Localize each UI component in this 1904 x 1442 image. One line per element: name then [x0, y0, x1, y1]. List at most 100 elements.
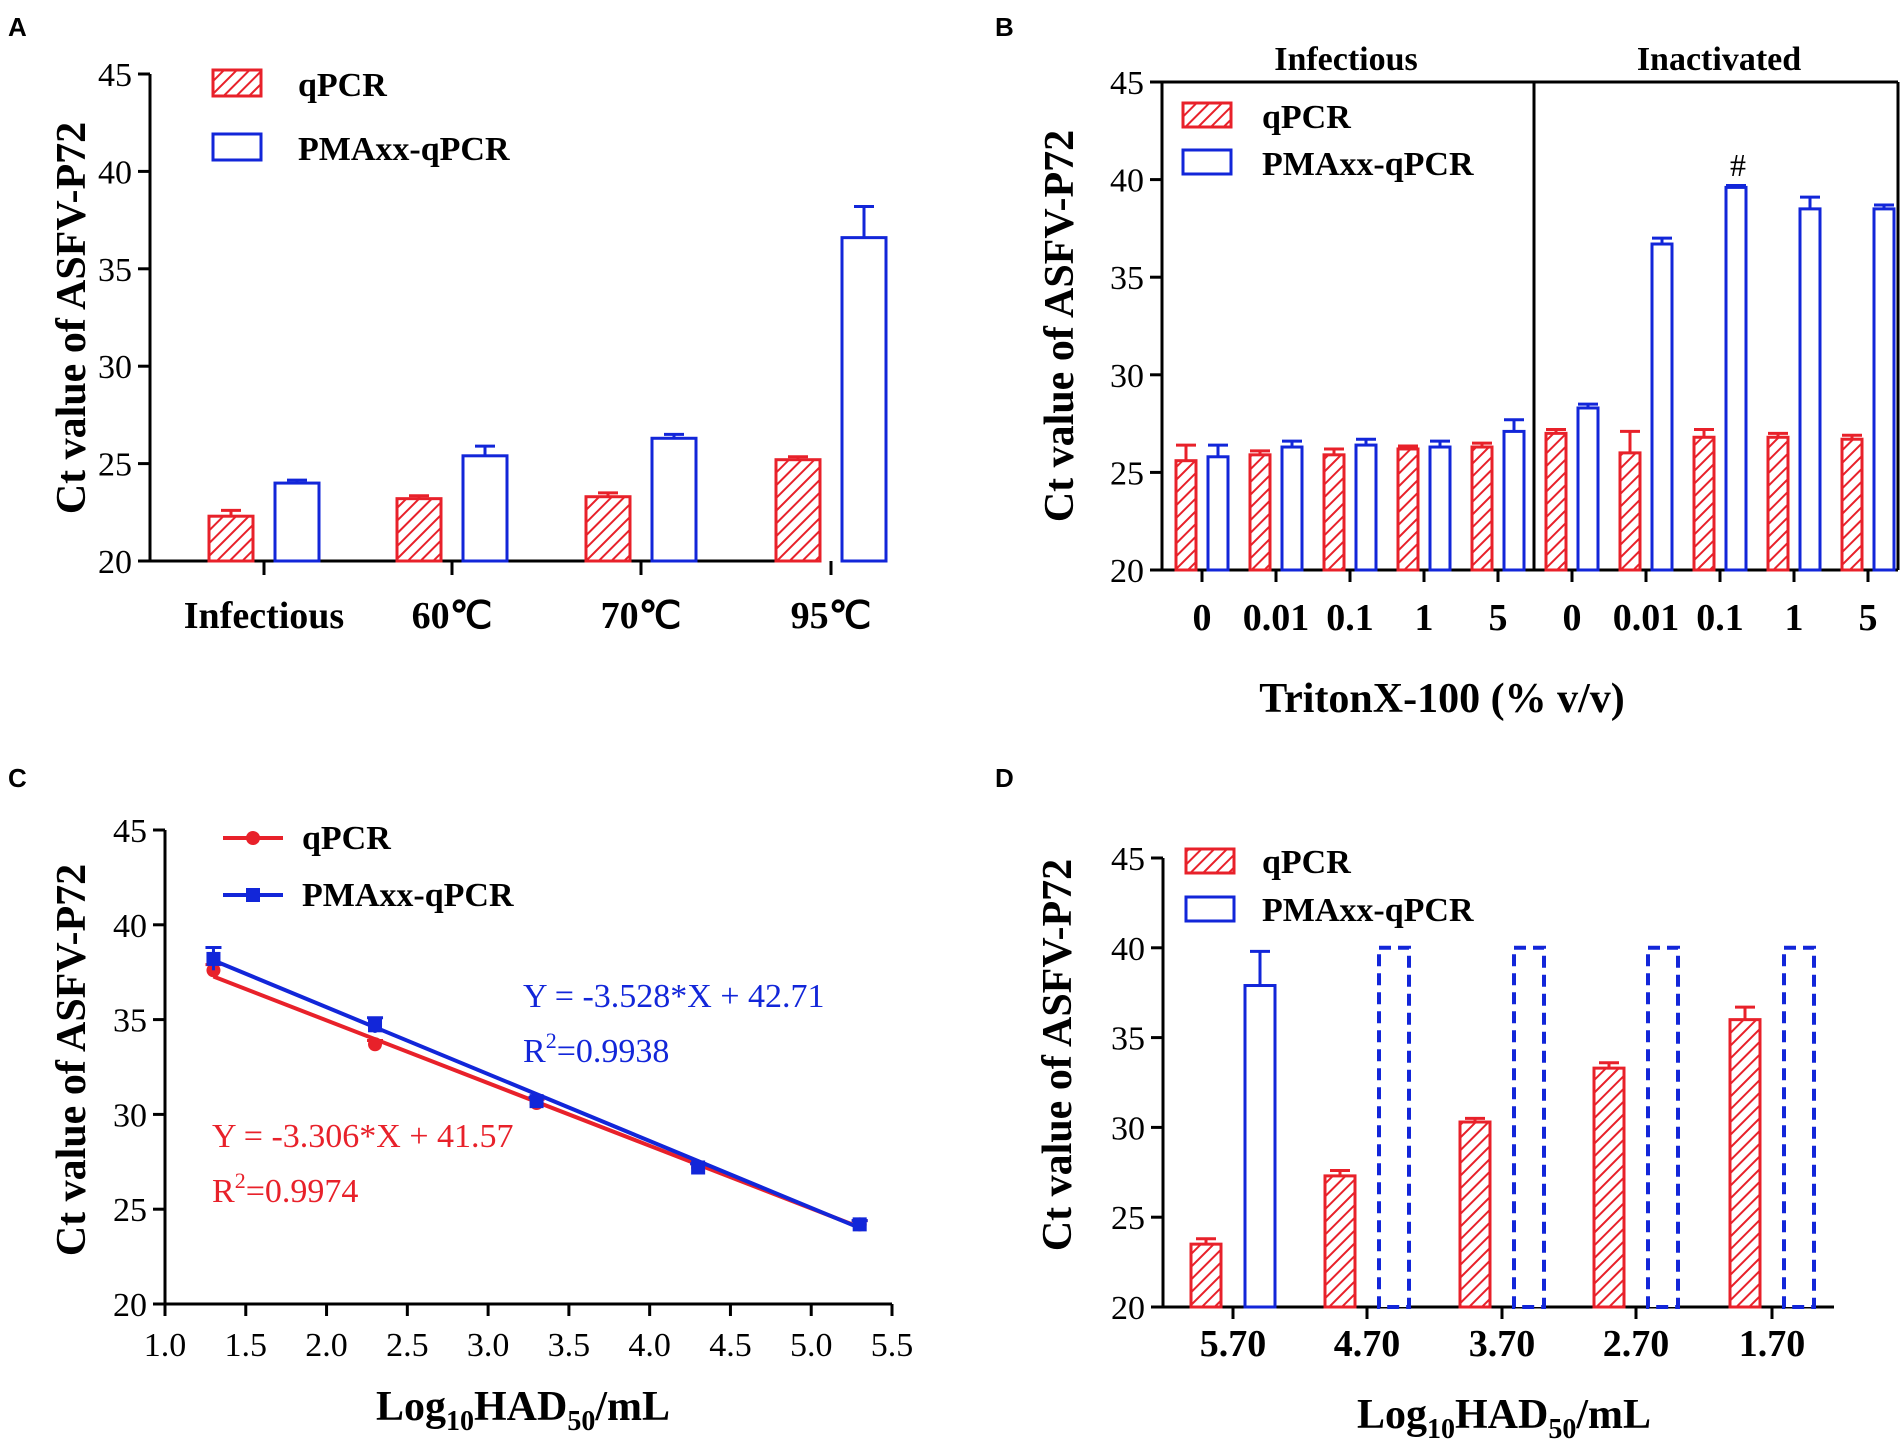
panel-a-ytick-label-25: 25: [98, 447, 132, 484]
panel-b-legend: qPCR PMAxx-qPCR: [1181, 99, 1474, 183]
panel-d-bar-qpcr-0: [1189, 1242, 1223, 1309]
panel-d-xcats: 5.70 4.70 3.70 2.70 1.70: [1200, 1323, 1806, 1365]
panel-c-xlabel: Log10HAD50/mL: [376, 1384, 670, 1437]
panel-b-bar-pmaxx-4: [1502, 429, 1526, 572]
panel-d-bar-qpcr-3: [1592, 1066, 1626, 1309]
panel-a-xcat-3: 95℃: [791, 595, 872, 637]
panel-c-legend-pmaxx: PMAxx-qPCR: [302, 877, 514, 914]
panel-a-ytick-label-45: 45: [98, 57, 132, 94]
panel-b-xcat-2: 0.1: [1326, 597, 1374, 639]
panel-a-legend-qpcr: qPCR: [298, 67, 387, 104]
panel-a-legend-qpcr-swatch: [211, 68, 263, 98]
panel-d-bar-pmaxx-0: [1243, 984, 1277, 1309]
panel-a-bar-qpcr-2: [584, 495, 632, 563]
panel-c-legend-qpcr: qPCR: [302, 820, 391, 857]
panel-a-bars: [207, 204, 888, 563]
panel-d-bar-pmaxx-4: [1782, 945, 1816, 1309]
panel-d-bar-qpcr-2: [1458, 1120, 1492, 1309]
panel-c-point-pmaxx-4: [852, 1217, 867, 1232]
panel-b-chart: Ct value of ASFV-P72 TritonX-100 (% v/v)…: [1037, 41, 1900, 722]
panel-c-xtick-label-5: 3.5: [548, 1327, 591, 1364]
panel-c-xtick-label-6: 4.0: [628, 1327, 671, 1364]
panel-c-ytick-label-20: 20: [113, 1287, 147, 1324]
panel-d-bar-pmaxx-1: [1377, 945, 1411, 1309]
panel-c-xtick-label-3: 2.5: [386, 1327, 429, 1364]
panel-c-ytick-label-30: 30: [113, 1097, 147, 1134]
panel-c-qpcr-equation: Y = -3.306*X + 41.57: [212, 1118, 514, 1155]
panel-c-plot: [205, 946, 868, 1232]
panel-b-bar-pmaxx-2: [1354, 443, 1378, 572]
panel-b-bar-pmaxx-9: [1872, 207, 1896, 572]
panel-b-legend-qpcr-swatch: [1181, 101, 1233, 129]
panel-b-bar-qpcr-8: [1766, 435, 1790, 572]
panel-a-ytick-label-20: 20: [98, 544, 132, 581]
panel-b-legend-pmaxx-swatch: [1181, 148, 1233, 176]
panel-c-qpcr-r2: R2=0.9974: [212, 1168, 358, 1210]
panel-b-ytick-label-25: 25: [1110, 455, 1144, 492]
panel-a-bar-pmaxx-1: [461, 454, 509, 563]
panel-b-ytick-label-40: 40: [1110, 163, 1144, 200]
panel-a-xcat-2: 70℃: [601, 595, 682, 637]
panel-c-point-pmaxx-0: [206, 951, 221, 966]
panel-d-bar-pmaxx-3: [1646, 945, 1680, 1309]
panel-c-letter: C: [8, 763, 27, 793]
panel-b-bar-pmaxx-0: [1206, 455, 1230, 572]
panel-c-ylabel: Ct value of ASFV-P72: [49, 864, 95, 1256]
panel-c-xtick-label-0: 1.0: [144, 1327, 187, 1364]
panel-b-bar-qpcr-5: [1544, 431, 1568, 572]
panel-d-xcat-3: 2.70: [1603, 1323, 1670, 1365]
panel-d-yticks: 20 25 30 35 40 45: [1111, 841, 1834, 1327]
panel-d-ytick-label-35: 35: [1111, 1021, 1145, 1058]
panel-d-legend-pmaxx: PMAxx-qPCR: [1262, 892, 1474, 929]
panel-a-bar-pmaxx-3: [840, 236, 888, 563]
panel-a-bar-qpcr-0: [207, 514, 255, 563]
panel-a-bar-pmaxx-2: [650, 436, 698, 563]
panel-b-legend-qpcr: qPCR: [1262, 99, 1351, 136]
panel-c-legend-pmaxx-marker: [246, 888, 260, 902]
panel-d-bar-qpcr-4: [1728, 1018, 1762, 1309]
panel-d-ylabel: Ct value of ASFV-P72: [1035, 859, 1081, 1251]
panel-d-legend-pmaxx-swatch: [1184, 895, 1236, 923]
panel-b-xcat-9: 5: [1859, 597, 1878, 639]
panel-b-xcat-5: 0: [1563, 597, 1582, 639]
panel-a-ytick-label-40: 40: [98, 154, 132, 191]
panel-d-legend: qPCR PMAxx-qPCR: [1184, 844, 1474, 929]
panel-b-significance-mark: #: [1730, 147, 1746, 183]
panel-c-xtick-label-9: 5.5: [871, 1327, 914, 1364]
panel-b-xcat-6: 0.01: [1613, 597, 1680, 639]
panel-d-legend-qpcr-swatch: [1184, 847, 1236, 875]
panel-a-ytick-label-30: 30: [98, 349, 132, 386]
panel-a-legend: qPCR PMAxx-qPCR: [211, 67, 510, 168]
panel-d-ytick-label-30: 30: [1111, 1110, 1145, 1147]
panel-c-ticks: 20 25 30 35 40 45 1.0 1.5 2.0 2.5 3.0 3.5 4.0 4.5 5.0 5…: [113, 813, 913, 1364]
panel-b-xcat-1: 0.01: [1243, 597, 1310, 639]
panel-c-xtick-label-1: 1.5: [225, 1327, 268, 1364]
panel-b-letter: B: [995, 12, 1014, 42]
panel-b-bar-pmaxx-7: [1724, 185, 1748, 572]
panel-c-legend-qpcr-marker: [246, 831, 260, 845]
panel-d-bars: [1189, 945, 1816, 1309]
panel-b-xcat-7: 0.1: [1696, 597, 1744, 639]
panel-b-bar-qpcr-1: [1248, 453, 1272, 572]
panel-b-group-inactivated: Inactivated: [1637, 41, 1801, 78]
panel-b-bar-qpcr-0: [1174, 459, 1198, 572]
panel-b-group-infectious: Infectious: [1274, 41, 1418, 78]
panel-b-bar-pmaxx-3: [1428, 445, 1452, 572]
panel-b-xlabel: TritonX-100 (% v/v): [1259, 676, 1625, 722]
panel-a-xcat-1: 60℃: [412, 595, 493, 637]
panel-b-ylabel: Ct value of ASFV-P72: [1037, 130, 1083, 522]
panel-b-bar-qpcr-2: [1322, 453, 1346, 572]
panel-c-xtick-label-7: 4.5: [709, 1327, 752, 1364]
panel-d-xlabel: Log10HAD50/mL: [1357, 1392, 1651, 1442]
panel-b-bar-pmaxx-8: [1798, 207, 1822, 572]
panel-b-bar-qpcr-7: [1692, 435, 1716, 572]
panel-b-bar-qpcr-6: [1618, 451, 1642, 572]
panel-c-point-pmaxx-1: [368, 1018, 383, 1033]
panel-d-ytick-label-20: 20: [1111, 1290, 1145, 1327]
panel-c-ytick-label-35: 35: [113, 1003, 147, 1040]
panel-b-bars: [1174, 183, 1896, 572]
panel-b-legend-pmaxx: PMAxx-qPCR: [1262, 146, 1474, 183]
panel-c-point-pmaxx-2: [529, 1094, 544, 1109]
panel-b-ytick-label-45: 45: [1110, 65, 1144, 102]
